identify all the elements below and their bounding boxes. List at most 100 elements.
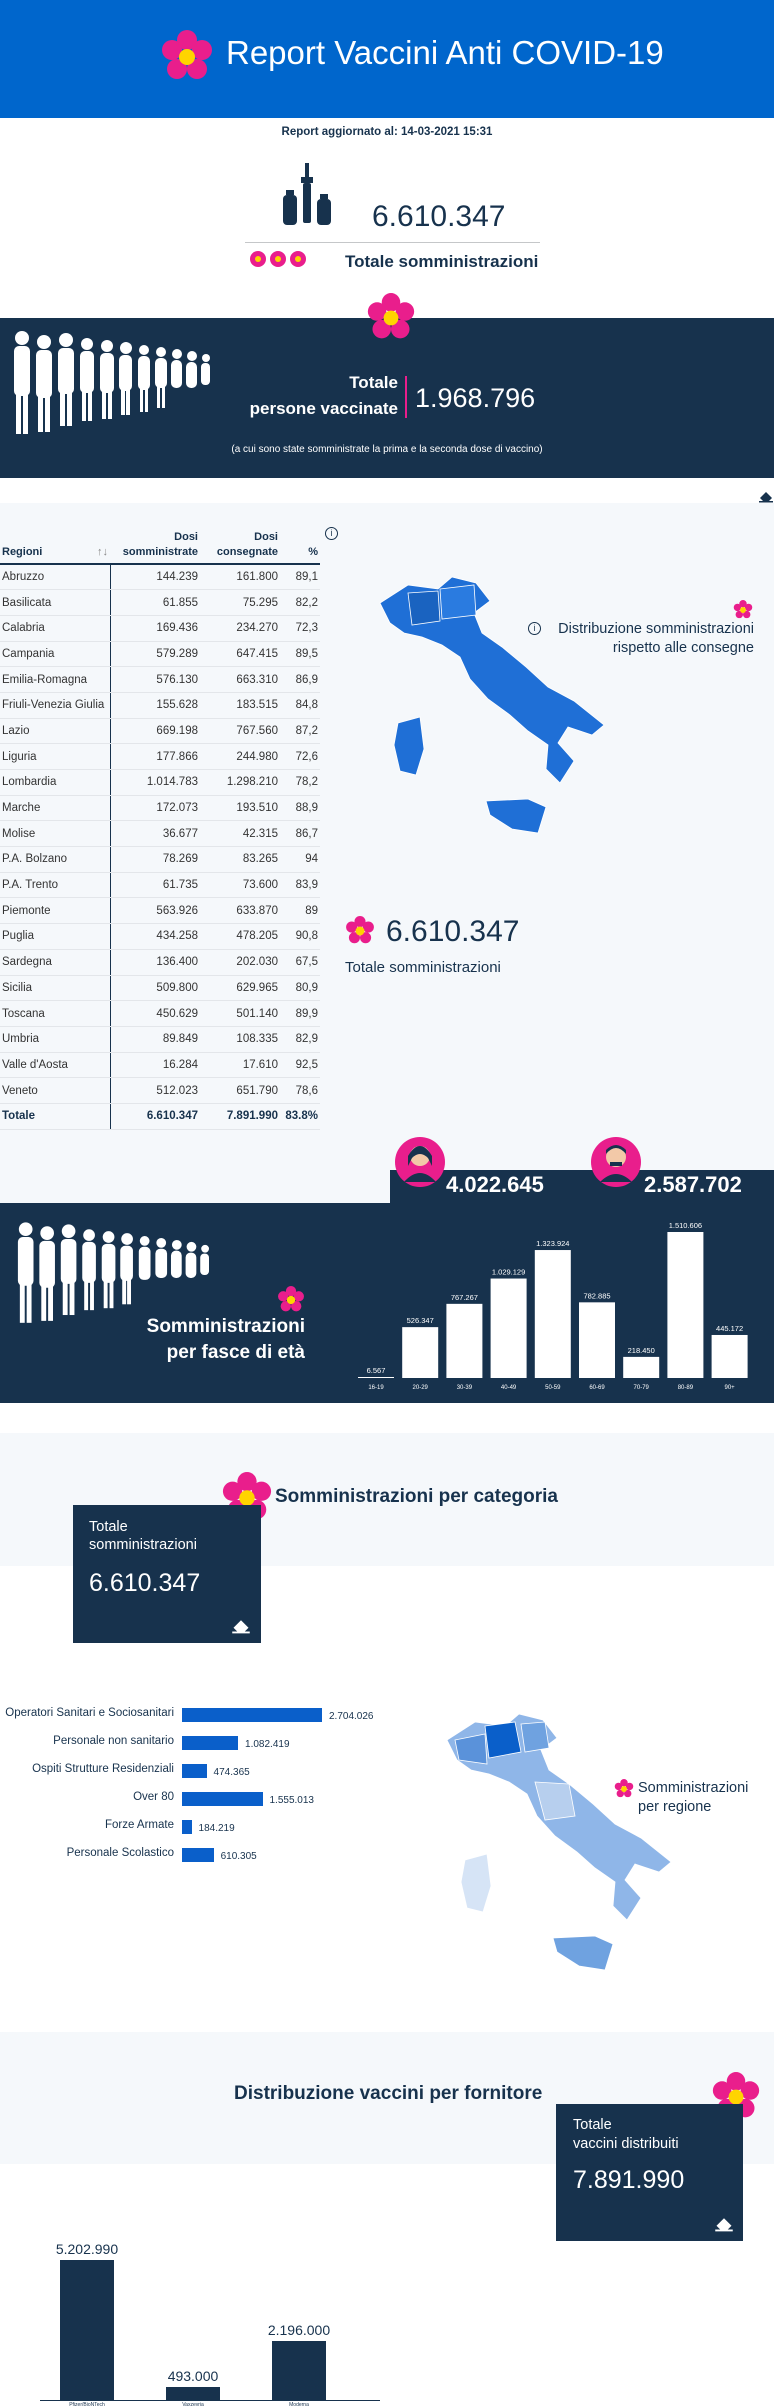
table-cell: 202.030 [200, 949, 280, 976]
age-tick-label: 30-39 [457, 1385, 473, 1391]
table-cell: 576.130 [110, 666, 200, 693]
map1-info-icon[interactable]: i [528, 622, 541, 635]
age-bar-value: 1.029.129 [492, 1268, 525, 1277]
table-cell: Campania [0, 641, 111, 668]
table-cell: 1.298.210 [200, 769, 280, 796]
table-cell: 61.735 [110, 872, 200, 899]
table-cell: 669.198 [110, 718, 200, 745]
table-total-cell: 83.8% [280, 1103, 320, 1130]
table-cell: 86,9 [280, 666, 320, 693]
category-bar-value: 1.555.013 [269, 1795, 315, 1806]
supplier-bar[interactable] [60, 2260, 114, 2400]
category-eraser-icon[interactable] [231, 1614, 251, 1634]
table-cell: 183.515 [200, 692, 280, 719]
table-cell: P.A. Bolzano [0, 846, 111, 873]
age-tick-label: 80-89 [678, 1385, 694, 1391]
category-bar[interactable] [182, 1708, 322, 1722]
table-row: Calabria 169.436 234.270 72,3 [0, 615, 320, 642]
table-row: Puglia 434.258 478.205 90,8 [0, 923, 320, 950]
category-bar[interactable] [182, 1848, 214, 1862]
category-bar[interactable] [182, 1820, 192, 1834]
supplier-eraser-icon[interactable] [714, 2212, 734, 2232]
table-cell: 78.269 [110, 846, 200, 873]
table-row: Piemonte 563.926 633.870 89 [0, 897, 320, 925]
age-tick-label: 70-79 [634, 1385, 650, 1391]
table-row: Abruzzo 144.239 161.800 89,1 [0, 564, 320, 591]
table-cell: 155.628 [110, 692, 200, 719]
sort-icon[interactable]: ↑↓ [97, 545, 108, 558]
table-row: Molise 36.677 42.315 86,7 [0, 820, 320, 848]
age-bar[interactable] [490, 1278, 527, 1378]
table-cell: 92,5 [280, 1052, 320, 1079]
table-cell: 144.239 [110, 564, 200, 591]
table-cell: 16.284 [110, 1052, 200, 1079]
table-cell: Piemonte [0, 897, 111, 925]
table-row: P.A. Bolzano 78.269 83.265 94 [0, 846, 320, 873]
map2-label-line1: Somministrazioni [638, 1780, 749, 1796]
table-row: Umbria 89.849 108.335 82,9 [0, 1026, 320, 1053]
table-cell: 83.265 [200, 846, 280, 873]
map1-total-value: 6.610.347 [386, 915, 520, 948]
table-row: Basilicata 61.855 75.295 82,2 [0, 589, 320, 616]
supplier-bar[interactable] [166, 2386, 220, 2400]
table-cell: Marche [0, 795, 111, 822]
age-title-line1: Somministrazioni [146, 1316, 305, 1337]
table-row: Toscana 450.629 501.140 89,9 [0, 1000, 320, 1027]
map1-flower-icon [733, 600, 753, 620]
table-row: Marche 172.073 193.510 88,9 [0, 795, 320, 822]
col-header-percent[interactable]: % [280, 522, 320, 565]
table-cell: 234.270 [200, 615, 280, 642]
map2-flower-icon [614, 1779, 634, 1799]
table-cell: Abruzzo [0, 564, 111, 591]
table-cell: 169.436 [110, 615, 200, 642]
age-bar[interactable] [446, 1303, 483, 1378]
table-row: Valle d'Aosta 16.284 17.610 92,5 [0, 1052, 320, 1079]
table-cell: 136.400 [110, 949, 200, 976]
supplier-bar-value: 2.196.000 [267, 2321, 331, 2338]
age-bar-value: 782.885 [583, 1291, 610, 1300]
table-cell: 89.849 [110, 1026, 200, 1053]
supplier-box-label-line1: Totale [573, 2117, 612, 2133]
table-cell: 108.335 [200, 1026, 280, 1053]
age-bar[interactable] [358, 1377, 394, 1378]
female-count: 4.022.645 [446, 1172, 544, 1197]
category-bar[interactable] [182, 1792, 263, 1806]
age-tick-label: 60-69 [589, 1385, 605, 1391]
supplier-bar[interactable] [272, 2340, 326, 2400]
age-bar[interactable] [711, 1334, 748, 1378]
total-administrations-value: 6.610.347 [372, 200, 506, 233]
eraser-icon[interactable] [758, 487, 774, 503]
category-label: Operatori Sanitari e Sociosanitari [5, 1707, 174, 1719]
vaccinated-label-line1: Totale [349, 373, 398, 392]
age-tick-label: 16-19 [368, 1385, 384, 1391]
age-bar[interactable] [667, 1232, 704, 1378]
col-header-consegnate[interactable]: Dosi consegnate [200, 522, 280, 565]
supplier-total-box [556, 2104, 743, 2241]
category-bar-chart: Operatori Sanitari e Sociosanitari 2.704.… [0, 1700, 400, 1870]
info-icon[interactable]: i [325, 527, 338, 540]
map1-total-flower-icon [345, 916, 375, 946]
three-flowers-icon [248, 249, 308, 269]
age-bar[interactable] [579, 1302, 615, 1378]
table-cell: 72,6 [280, 743, 320, 770]
table-cell: Liguria [0, 743, 111, 770]
age-bar[interactable] [534, 1250, 571, 1378]
age-bar[interactable] [623, 1356, 660, 1378]
category-bar[interactable] [182, 1736, 239, 1750]
vaccinated-label-line2: persone vaccinate [249, 399, 398, 418]
table-cell: Lazio [0, 718, 111, 745]
category-bar-value: 2.704.026 [329, 1711, 374, 1722]
supplier-axis [40, 2400, 380, 2401]
table-cell: Sicilia [0, 975, 111, 1002]
category-bar[interactable] [182, 1764, 207, 1778]
col-header-regioni[interactable]: Regioni ↑↓ [0, 522, 110, 565]
category-bar-value: 474.365 [213, 1767, 250, 1778]
table-cell: 663.310 [200, 666, 280, 693]
supplier-tick-label: Moderna [289, 2402, 309, 2408]
age-bar[interactable] [402, 1327, 439, 1378]
table-cell: Umbria [0, 1026, 111, 1053]
age-bar-value: 1.510.606 [669, 1221, 702, 1230]
col-header-somministrate[interactable]: Dosi somministrate [110, 522, 200, 565]
table-cell: 86,7 [280, 820, 320, 848]
table-cell: Calabria [0, 615, 111, 642]
